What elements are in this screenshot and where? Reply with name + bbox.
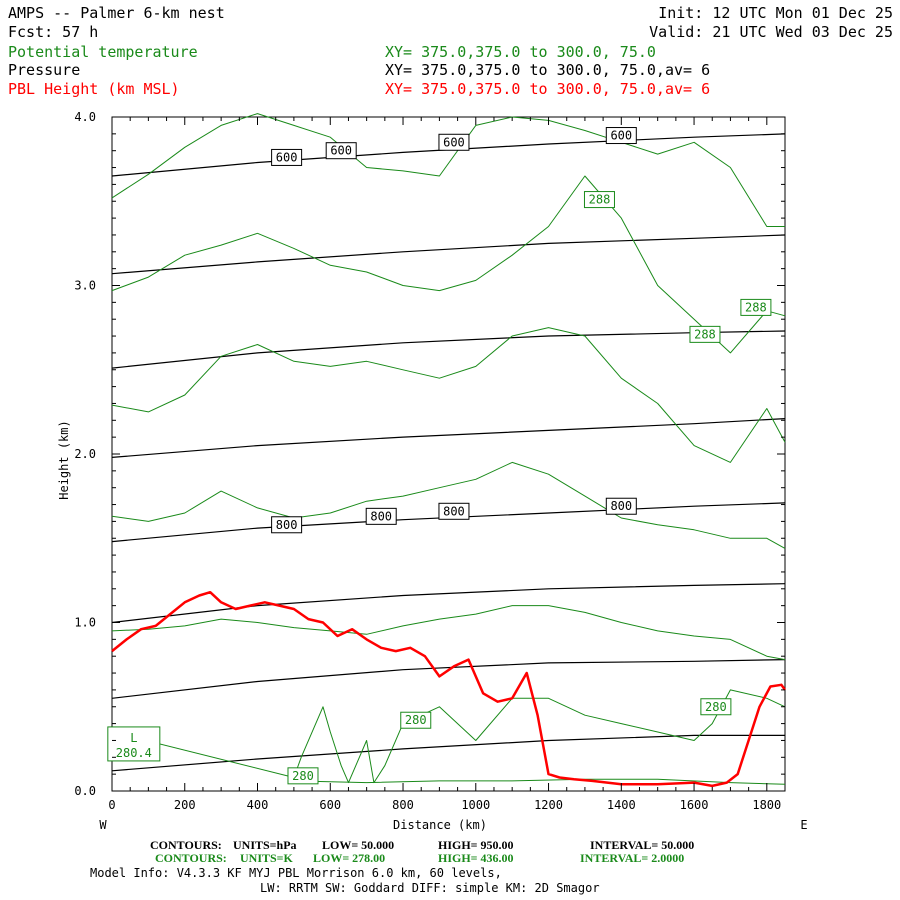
theta-contour-4 — [111, 605, 786, 661]
pressure-label-7-box — [605, 497, 637, 515]
theta-label-3: 280 — [405, 713, 427, 727]
x-axis-label: Distance (km) — [393, 818, 487, 832]
pressure-contour-7 — [111, 133, 786, 177]
theta-label-2: 288 — [745, 300, 767, 314]
pressure-contour-3 — [111, 502, 786, 543]
pressure-label-5-box — [365, 507, 397, 525]
pressure-label-4: 800 — [276, 518, 298, 532]
x-tick-label-8: 1600 — [680, 798, 709, 812]
y-tick-label-4: 4.0 — [74, 110, 96, 124]
x-tick-label-4: 800 — [392, 798, 414, 812]
pressure-contours-low: LOW= 50.000 — [322, 838, 394, 852]
pressure-label-7: 800 — [610, 499, 632, 513]
x-tick-label-1: 200 — [174, 798, 196, 812]
x-tick-label-3: 600 — [319, 798, 341, 812]
theta-contour-2 — [111, 327, 786, 463]
pressure-label-3-box — [605, 127, 637, 145]
theta-label-4-box — [700, 698, 732, 716]
x-tick-label-0: 0 — [108, 798, 115, 812]
init-time: Init: 12 UTC Mon 01 Dec 25 — [658, 4, 893, 22]
pressure-contour-2 — [111, 583, 786, 624]
footer: CONTOURS: UNITS=hPa LOW= 50.000 HIGH= 95… — [90, 838, 694, 895]
axes: 0 200 400 600 800 1000 1200 1400 1600 1800 0.0 1.0 2… — [74, 110, 785, 812]
pressure-contours-label: CONTOURS: — [150, 838, 222, 852]
field-pbl-name: PBL Height (km MSL) — [8, 80, 180, 98]
plot-frame — [111, 116, 786, 792]
field-theta-name: Potential temperature — [8, 43, 198, 61]
theta-contours-units: UNITS=K — [240, 851, 294, 865]
theta-contours-low: LOW= 278.00 — [313, 851, 385, 865]
east-label: E — [800, 818, 807, 832]
field-pbl-xy: XY= 375.0,375.0 to 300.0, 75.0,av= 6 — [385, 80, 710, 98]
theta-label-3-box — [400, 711, 432, 729]
y-tick-label-2: 2.0 — [74, 447, 96, 461]
x-tick-label-7: 1400 — [607, 798, 636, 812]
x-tick-label-5: 1000 — [461, 798, 490, 812]
pressure-contour-5 — [111, 330, 786, 369]
theta-contour-0 — [111, 113, 785, 227]
pressure-contour-4 — [111, 418, 786, 458]
pressure-contour-0 — [111, 734, 785, 772]
pressure-label-1-box — [325, 142, 357, 160]
theta-contours-high: HIGH= 436.00 — [438, 851, 514, 865]
y-tick-label-0: 0.0 — [74, 784, 96, 798]
low-marker-value: 280.4 — [116, 746, 152, 760]
pressure-label-0-box — [271, 148, 303, 166]
pressure-label-4-box — [271, 516, 303, 534]
pressure-contours-units: UNITS=hPa — [233, 838, 297, 852]
pbl-height-line — [111, 590, 787, 788]
theta-label-0: 288 — [589, 193, 611, 207]
theta-contour-5 — [111, 689, 786, 784]
pressure-label-3: 600 — [610, 129, 632, 143]
theta-contour-3 — [111, 461, 786, 549]
pressure-label-0: 600 — [276, 150, 298, 164]
valid-time: Valid: 21 UTC Wed 03 Dec 25 — [649, 23, 893, 41]
theta-label-4: 280 — [705, 700, 727, 714]
model-info: Model Info: V4.3.3 KF MYJ PBL Morrison 6… — [90, 866, 502, 880]
y-tick-label-1: 1.0 — [74, 616, 96, 630]
pressure-label-2: 600 — [443, 135, 465, 149]
theta-label-2-box — [740, 298, 772, 316]
pressure-contours — [111, 133, 786, 772]
theta-contours-interval: INTERVAL= 2.0000 — [580, 851, 684, 865]
theta-label-1: 288 — [694, 327, 716, 341]
theta-contour-6 — [293, 778, 786, 785]
pressure-contours-interval: INTERVAL= 50.000 — [590, 838, 694, 852]
theta-label-5-box — [287, 767, 319, 785]
pressure-label-2-box — [438, 133, 470, 151]
x-tick-label-6: 1200 — [534, 798, 563, 812]
west-label: W — [99, 818, 107, 832]
pbl-height-series — [111, 590, 787, 788]
x-tick-label-9: 1800 — [752, 798, 781, 812]
forecast-hour: Fcst: 57 h — [8, 23, 98, 41]
field-pressure-xy: XY= 375.0,375.0 to 300.0, 75.0,av= 6 — [385, 61, 710, 79]
theta-label-5: 280 — [292, 769, 314, 783]
pressure-contour-6 — [111, 234, 786, 275]
pressure-label-6-box — [438, 502, 470, 520]
header: AMPS -- Palmer 6-km nest Fcst: 57 h Init… — [8, 4, 893, 98]
y-axis-label: Height (km) — [57, 420, 71, 499]
contour-labels: 600 600 600 600 800 800 800 800 288 288 288 280 280 2… — [107, 127, 772, 785]
field-pressure-name: Pressure — [8, 61, 80, 79]
chart-title: AMPS -- Palmer 6-km nest — [8, 4, 225, 22]
field-theta-xy: XY= 375.0,375.0 to 300.0, 75.0 — [385, 43, 656, 61]
theta-contour-1 — [111, 175, 786, 354]
theta-contours-label: CONTOURS: — [155, 851, 227, 865]
pressure-contours-high: HIGH= 950.00 — [438, 838, 514, 852]
low-marker-box — [107, 726, 161, 762]
theta-label-1-box — [689, 325, 721, 343]
y-tick-label-3: 3.0 — [74, 279, 96, 293]
x-tick-label-2: 400 — [247, 798, 269, 812]
model-info-physics: LW: RRTM SW: Goddard DIFF: simple KM: 2D… — [260, 881, 600, 895]
pressure-label-1: 600 — [330, 144, 352, 158]
pressure-label-5: 800 — [370, 509, 392, 523]
theta-label-0-box — [583, 191, 615, 209]
pressure-contour-1 — [111, 659, 786, 699]
pressure-label-6: 800 — [443, 504, 465, 518]
low-marker-letter: L — [130, 731, 137, 745]
